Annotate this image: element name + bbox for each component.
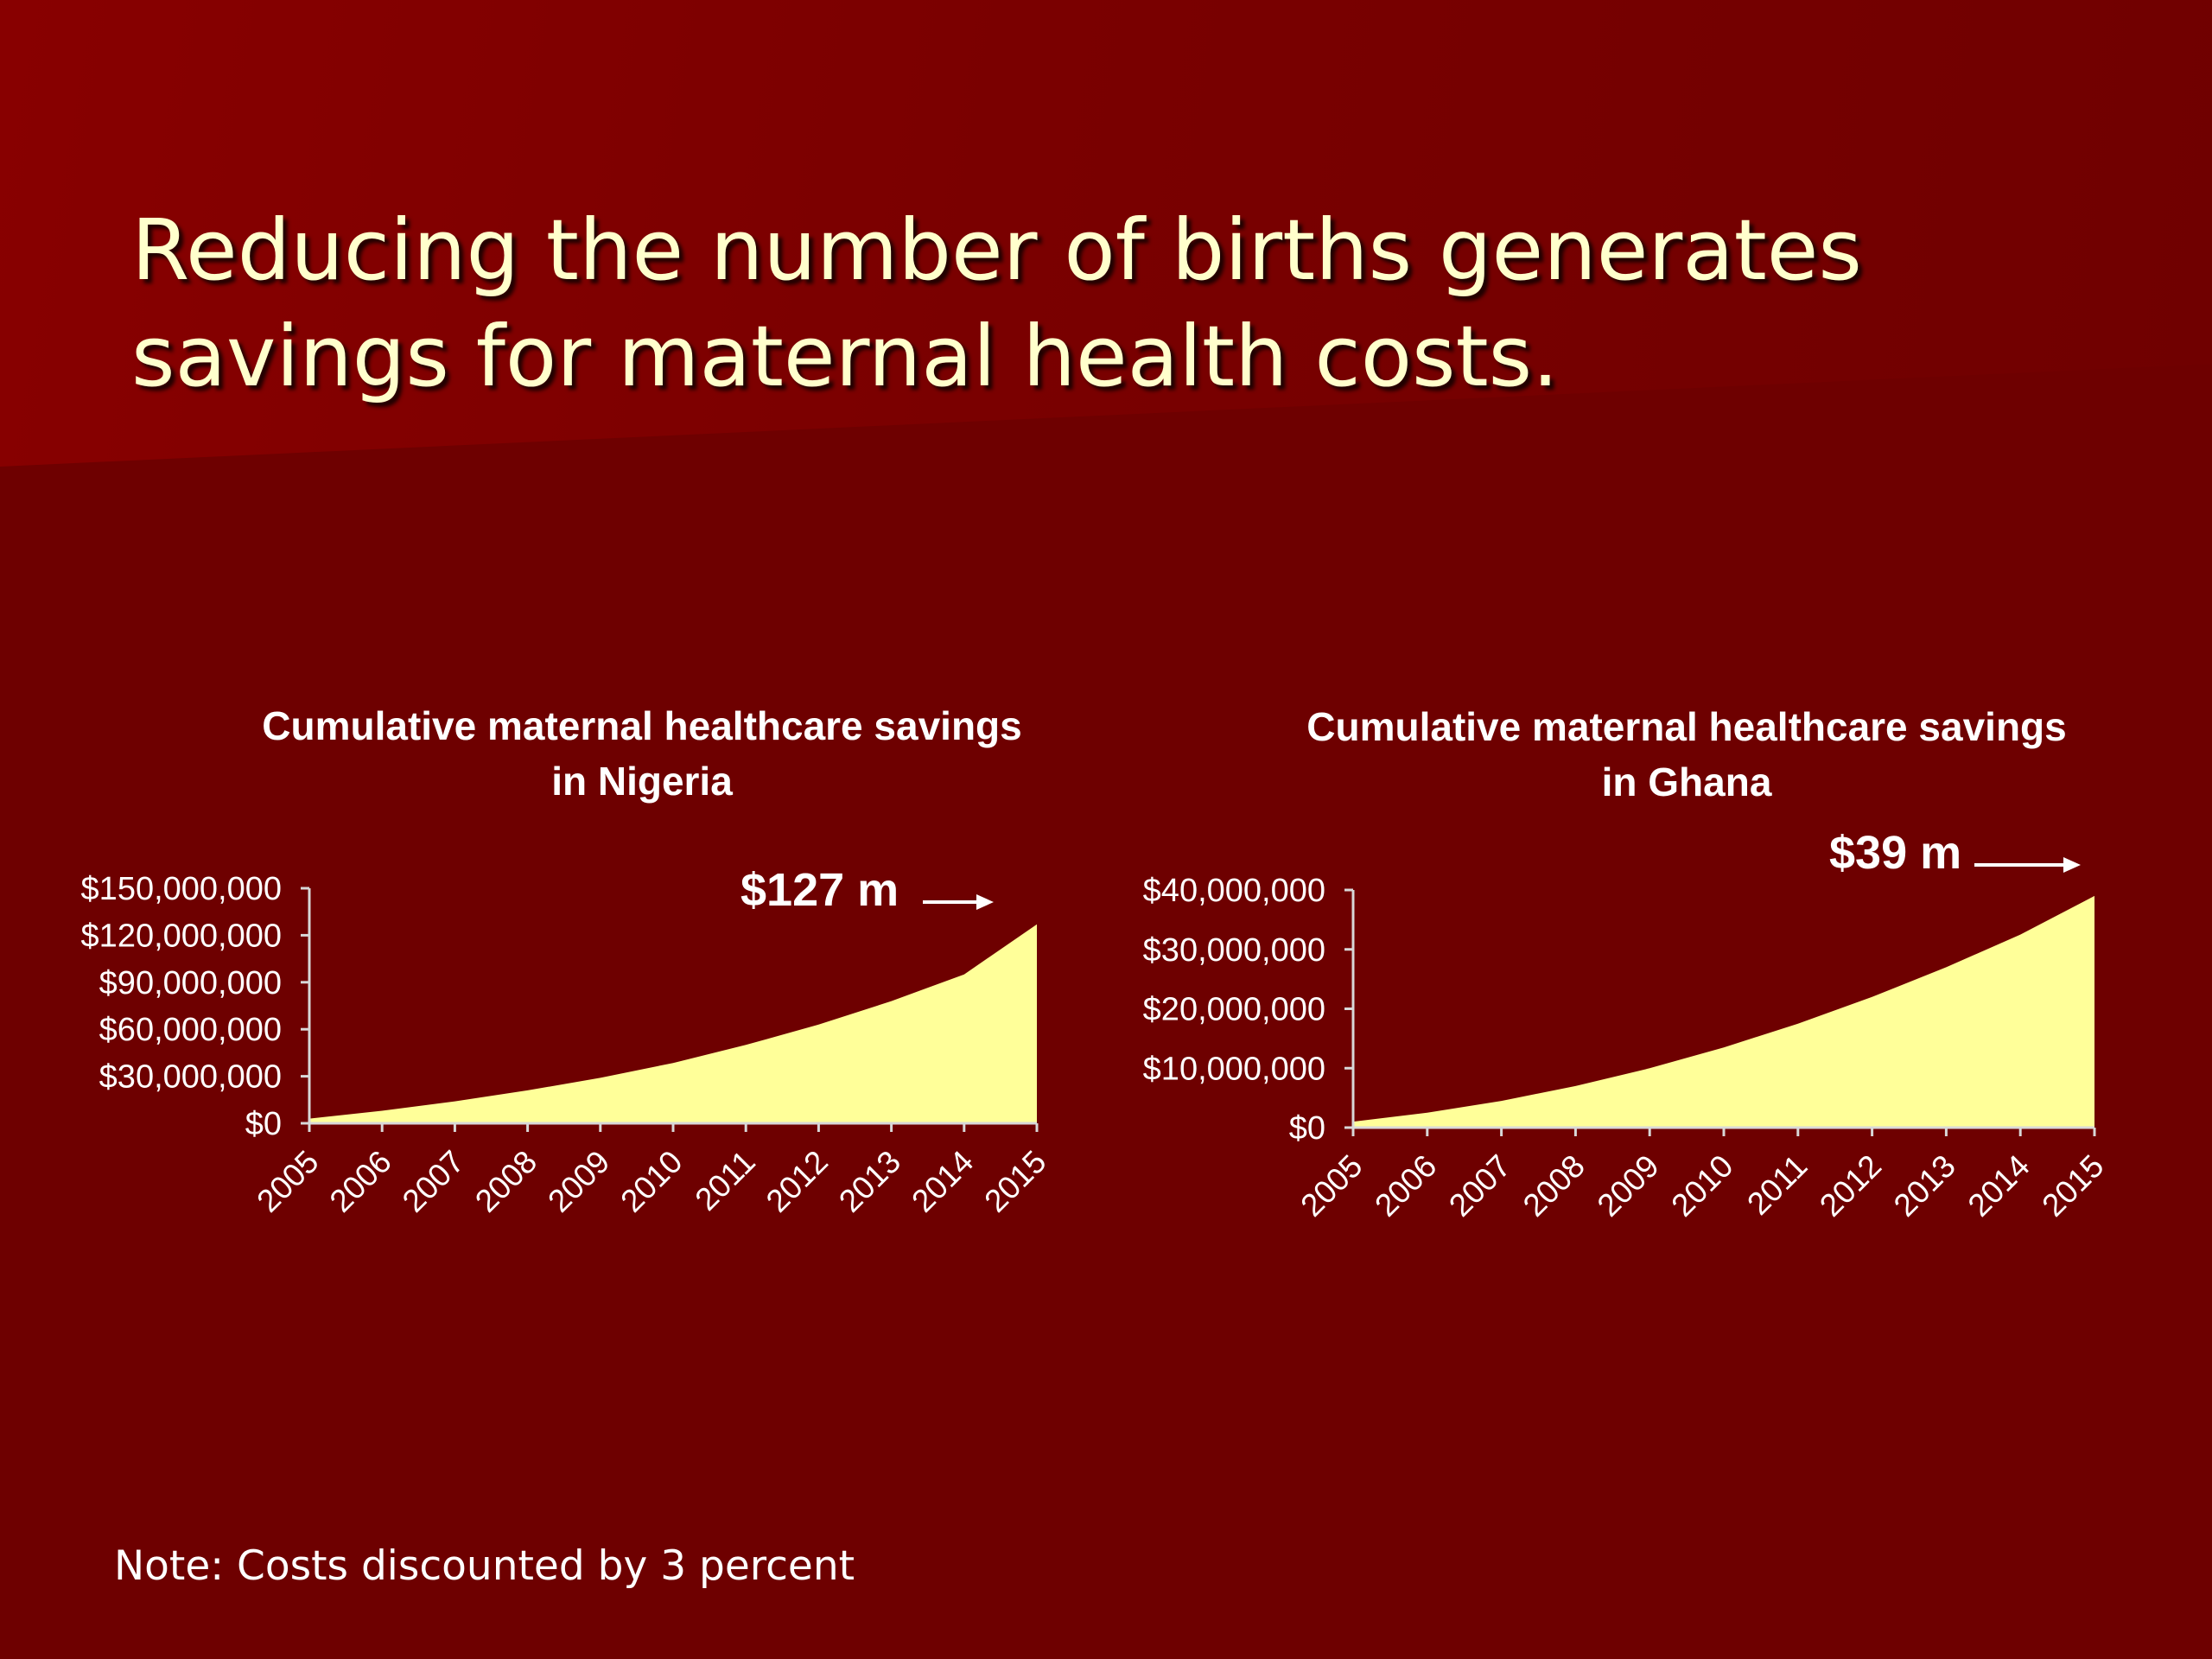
y-tick-label: $150,000,000 bbox=[81, 871, 282, 907]
x-tick-label: 2012 bbox=[1813, 1148, 1888, 1224]
x-tick-label: 2007 bbox=[1442, 1148, 1517, 1224]
x-tick-label: 2014 bbox=[1961, 1148, 2037, 1224]
area-series bbox=[1353, 895, 2094, 1128]
chart-title-line: in Ghana bbox=[1602, 760, 1772, 804]
y-tick-label: $60,000,000 bbox=[99, 1012, 282, 1048]
chart-title-line: Cumulative maternal healthcare savings bbox=[262, 703, 1021, 748]
x-tick-label: 2010 bbox=[1664, 1148, 1739, 1224]
y-tick-label: $10,000,000 bbox=[1143, 1051, 1325, 1087]
y-tick-label: $30,000,000 bbox=[1143, 932, 1325, 969]
y-tick-label: $30,000,000 bbox=[99, 1059, 282, 1096]
x-tick-label: 2005 bbox=[1294, 1148, 1369, 1224]
footnote: Note: Costs discounted by 3 percent bbox=[114, 1542, 855, 1590]
arrow-right-icon bbox=[2063, 857, 2081, 873]
x-tick-label: 2006 bbox=[1368, 1148, 1443, 1224]
arrow-right-icon bbox=[976, 894, 994, 910]
x-tick-label: 2009 bbox=[1591, 1148, 1666, 1224]
x-tick-label: 2015 bbox=[2035, 1148, 2110, 1224]
y-tick-label: $20,000,000 bbox=[1143, 992, 1325, 1028]
y-tick-label: $0 bbox=[245, 1106, 282, 1142]
slide-title: Reducing the number of births generates … bbox=[131, 201, 1862, 405]
chart-title-line: in Nigeria bbox=[551, 759, 733, 804]
chart-title-line: Cumulative maternal healthcare savings bbox=[1306, 704, 2066, 749]
y-tick-label: $90,000,000 bbox=[99, 965, 282, 1001]
total-annotation: $39 m bbox=[1829, 827, 1961, 879]
y-tick-label: $40,000,000 bbox=[1143, 873, 1325, 909]
total-annotation: $127 m bbox=[741, 864, 899, 916]
y-tick-label: $120,000,000 bbox=[81, 918, 282, 954]
x-tick-label: 2008 bbox=[1516, 1148, 1592, 1224]
x-tick-label: 2013 bbox=[1887, 1148, 1962, 1224]
area-series bbox=[309, 924, 1037, 1123]
y-tick-label: $0 bbox=[1289, 1110, 1325, 1147]
x-tick-label: 2011 bbox=[1740, 1148, 1814, 1222]
